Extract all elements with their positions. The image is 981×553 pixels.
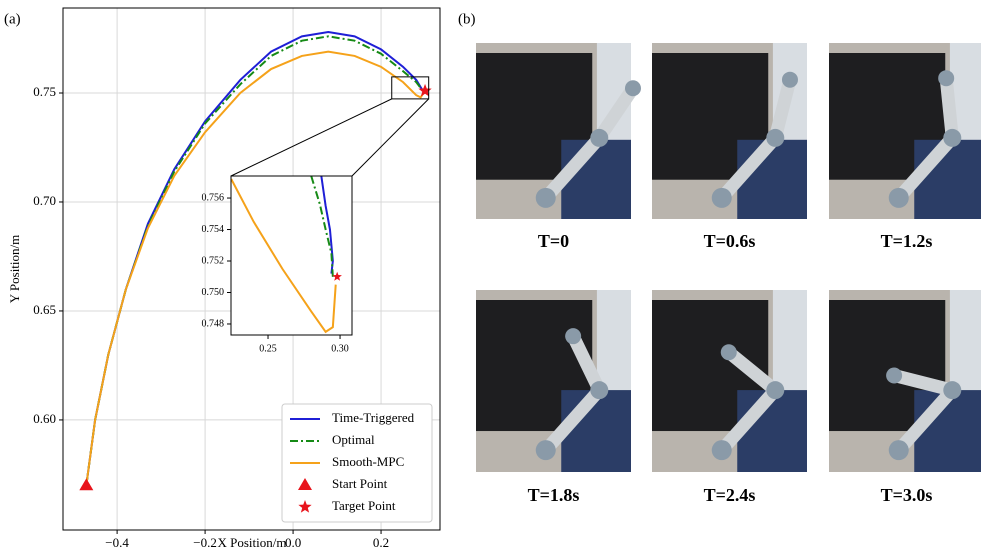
y-axis-label: Y Position/m	[7, 235, 22, 304]
robot-joint	[938, 70, 954, 86]
photo	[652, 43, 807, 219]
robot-joint	[943, 381, 961, 399]
robot-joint	[721, 344, 737, 360]
robot-joint	[889, 188, 909, 208]
photo-caption: T=1.8s	[528, 485, 580, 505]
robot-joint	[889, 440, 909, 460]
x-tick-label: −0.2	[193, 535, 217, 550]
legend-label: Time-Triggered	[332, 410, 415, 425]
figure: (a) (b) X Position/m Y Position/m −0.4 −0…	[0, 0, 981, 553]
y-tick-label: 0.752	[202, 255, 225, 266]
y-tick-label: 0.754	[202, 224, 225, 235]
legend-label: Start Point	[332, 476, 388, 491]
robot-joint	[565, 328, 581, 344]
robot-joint	[536, 188, 556, 208]
x-tick-label: 0.2	[373, 535, 389, 550]
robot-joint	[712, 440, 732, 460]
x-tick-label: 0.30	[331, 343, 349, 354]
photo	[476, 290, 631, 472]
x-axis-label: X Position/m	[218, 535, 287, 550]
y-tick-label: 0.70	[33, 193, 56, 208]
photo-caption: T=0.6s	[704, 231, 756, 251]
photo-cloth	[737, 140, 807, 219]
x-tick-label: 0.25	[259, 343, 277, 354]
y-tick-label: 0.60	[33, 411, 56, 426]
photo-cloth	[561, 140, 631, 219]
robot-joint	[782, 72, 798, 88]
robot-joint	[625, 80, 641, 96]
x-tick-label: −0.4	[105, 535, 129, 550]
y-tick-label: 0.748	[202, 318, 225, 329]
robot-joint	[590, 381, 608, 399]
y-tick-label: 0.756	[202, 192, 225, 203]
photo	[829, 290, 981, 472]
legend-label: Smooth-MPC	[332, 454, 404, 469]
robot-joint	[886, 367, 902, 383]
robot-joint	[712, 188, 732, 208]
legend-label: Target Point	[332, 498, 396, 513]
y-tick-label: 0.65	[33, 302, 56, 317]
robot-joint	[536, 440, 556, 460]
robot-joint	[766, 129, 784, 147]
y-tick-label: 0.75	[33, 84, 56, 99]
photo	[652, 290, 807, 472]
photo	[476, 43, 641, 219]
photo-caption: T=2.4s	[704, 485, 756, 505]
robot-joint	[590, 129, 608, 147]
photo-caption: T=1.2s	[881, 231, 933, 251]
photo-caption: T=3.0s	[881, 485, 933, 505]
photo	[829, 43, 981, 219]
y-tick-label: 0.750	[202, 287, 225, 298]
legend-label: Optimal	[332, 432, 375, 447]
photo-caption: T=0	[538, 231, 569, 251]
robot-joint	[943, 129, 961, 147]
robot-joint	[766, 381, 784, 399]
x-tick-label: 0.0	[285, 535, 301, 550]
panel-label: (a)	[4, 11, 21, 27]
panel-label: (b)	[458, 11, 476, 27]
